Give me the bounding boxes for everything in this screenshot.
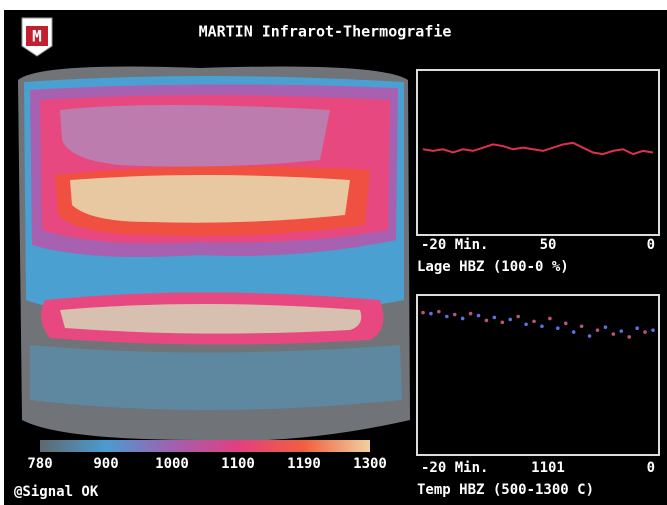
trend-point [524,323,528,327]
trend-point [540,324,544,328]
trend-point [453,313,457,317]
logo-letter: M [32,27,42,46]
trend-point [445,315,449,319]
scale-label: 900 [93,456,118,472]
trend-point [651,328,655,332]
trend-point [635,326,639,330]
screen: M MARTIN Infrarot-Thermografie @Signal O… [0,0,667,505]
trend-point [596,328,600,332]
x-label: 0 [647,237,655,253]
scale-label: 1100 [221,456,255,472]
trend-point [588,334,592,338]
thermal-image [18,67,410,441]
x-label: 1101 [531,460,565,476]
trend-point [501,321,505,325]
status: @Signal OK [14,484,99,500]
scale-label: 780 [27,456,52,472]
panel-caption: Temp HBZ (500-1300 C) [417,482,594,498]
scale-label: 1190 [287,456,321,472]
trend-point [469,312,473,316]
trend-point [580,324,584,328]
trend-point [556,326,560,330]
x-label: -20 Min. [421,237,488,253]
trend-point [485,319,489,323]
x-label: -20 Min. [421,460,488,476]
trend-point [461,317,465,321]
scale-label: 1300 [353,456,387,472]
trend-point [532,320,536,324]
trend-point [564,322,568,326]
panel-frame [417,295,659,455]
panel-caption: Lage HBZ (100-0 %) [417,259,569,275]
trend-point [643,330,647,334]
trend-point [508,318,512,322]
x-label: 0 [647,460,655,476]
trend-point [421,311,425,315]
trend-point [604,325,608,329]
trend-point [516,315,520,319]
trend-point [548,317,552,321]
trend-point [437,310,441,314]
color-scale [40,440,370,452]
trend-point [477,314,481,318]
trend-point [619,329,623,333]
scale-label: 1000 [155,456,189,472]
trend-point [429,312,433,316]
trend-point [612,332,616,336]
x-label: 50 [540,237,557,253]
trend-point [572,330,576,334]
title: MARTIN Infrarot-Thermografie [199,23,452,41]
trend-point [493,316,497,320]
trend-point [627,335,631,339]
